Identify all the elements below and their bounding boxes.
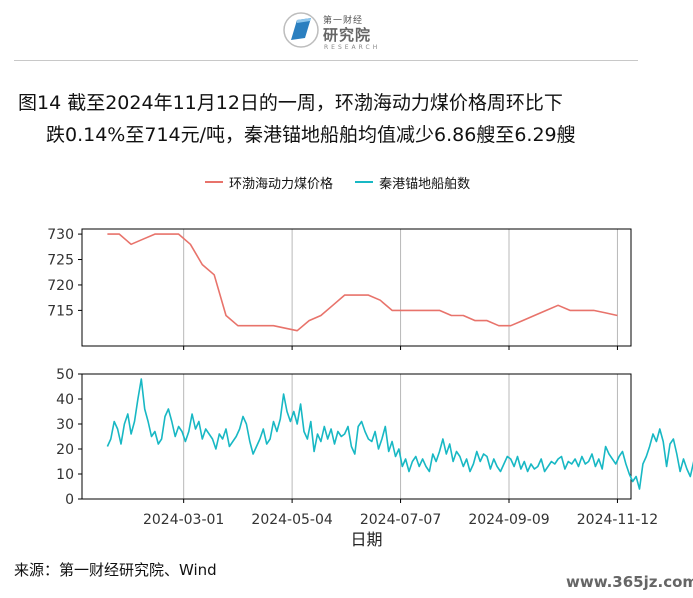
legend-label-ships: 秦港锚地船舶数 xyxy=(379,176,471,192)
site-watermark: www.365jz.com xyxy=(566,573,693,591)
ships-ytick-label-0: 0 xyxy=(65,492,74,508)
logo-small-text: 第一财经 xyxy=(323,16,364,26)
price-panel: 715 720 725 730 xyxy=(47,227,632,350)
ships-ytick-label-5: 50 xyxy=(56,367,74,383)
ships-frame xyxy=(81,373,632,500)
research-logo: 第一财经 研究院 RESEARCH xyxy=(283,8,443,54)
price-ytick-label-2: 725 xyxy=(47,253,74,269)
ships-xtick-label-0: 2024-03-01 xyxy=(143,512,224,528)
price-ytick-label-0: 715 xyxy=(47,303,74,319)
ships-series-line xyxy=(106,378,693,490)
source-note: 来源：第一财经研究院、Wind xyxy=(14,561,217,579)
price-series-line xyxy=(107,233,618,332)
ships-xtick-label-2: 2024-07-07 xyxy=(360,512,441,528)
ships-xtick-label-1: 2024-05-04 xyxy=(251,512,332,528)
ships-ytick-label-4: 40 xyxy=(56,392,74,408)
ships-xtick-label-3: 2024-09-09 xyxy=(468,512,549,528)
figure-title-line-2: 跌0.14%至714元/吨，秦港锚地船舶均值减少6.86艘至6.29艘 xyxy=(46,124,576,146)
ships-ytick-label-2: 20 xyxy=(56,442,74,458)
logo-research-text: RESEARCH xyxy=(324,44,381,51)
ships-ytick-label-3: 30 xyxy=(56,417,74,433)
figure-title-line-1: 图14 截至2024年11月12日的一周，环渤海动力煤价格周环比下 xyxy=(18,92,563,114)
header-divider xyxy=(14,60,638,61)
legend-swatch-ships xyxy=(355,181,374,183)
legend-swatch-price xyxy=(205,181,223,183)
chart-legend: 环渤海动力煤价格 秦港锚地船舶数 xyxy=(205,172,488,192)
legend-item-price: 环渤海动力煤价格 xyxy=(205,173,333,192)
logo-big-text: 研究院 xyxy=(323,26,372,44)
ships-xtick-label-4: 2024-11-12 xyxy=(577,512,658,528)
price-frame xyxy=(81,228,632,347)
ships-panel: 0 10 20 30 40 50 2024-03-01 2024-05-04 2024-07-0… xyxy=(56,367,693,549)
legend-label-price: 环渤海动力煤价格 xyxy=(229,176,334,192)
ships-xaxis-title: 日期 xyxy=(350,530,382,549)
price-ytick-label-1: 720 xyxy=(47,278,74,294)
book-logo-icon xyxy=(283,12,319,48)
ships-ytick-label-1: 10 xyxy=(56,467,74,483)
price-ytick-label-3: 730 xyxy=(47,227,74,243)
legend-item-ships: 秦港锚地船舶数 xyxy=(355,173,470,192)
